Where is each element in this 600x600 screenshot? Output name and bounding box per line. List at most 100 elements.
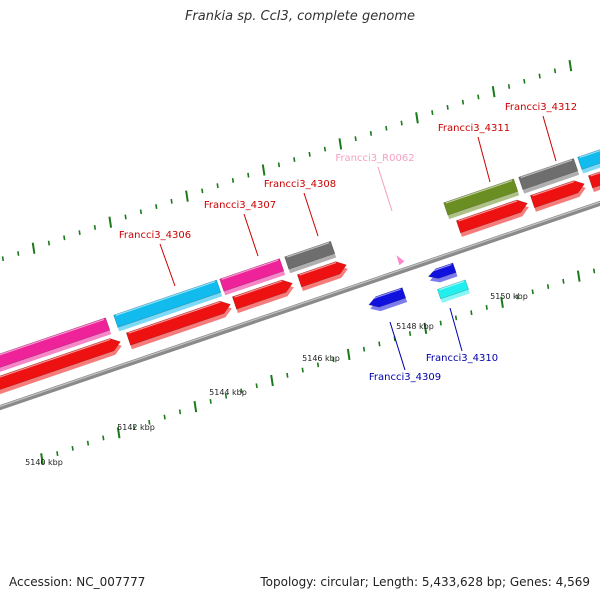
gene-band-4312-highlight (520, 159, 573, 179)
lower-tick (378, 341, 381, 347)
cds-arrow-4307-highlight (234, 280, 283, 298)
upper-tick (354, 136, 357, 142)
upper-tick (108, 216, 113, 228)
gene-label: Francci3_4310 (426, 353, 498, 364)
upper-tick (553, 68, 557, 74)
lower-tick (576, 270, 581, 282)
lower-tick (562, 278, 565, 284)
upper-tick (568, 59, 573, 72)
leader-line (449, 307, 463, 352)
lower-tick (193, 400, 198, 413)
kbp-label: 5142 kbp (117, 423, 155, 432)
upper-tick (155, 204, 158, 209)
gene-band-4306-cyan (113, 279, 222, 328)
lower-tick (408, 331, 412, 336)
tick-marks (1, 59, 596, 465)
kbp-label: 5148 kbp (396, 322, 434, 331)
kbp-labels: 5140 kbp 5142 kbp 5144 kbp 5146 kbp 5148 kbp… (25, 292, 528, 467)
lower-tick (485, 305, 488, 310)
upper-tick (323, 146, 327, 152)
lower-tick (56, 451, 59, 457)
cds-arrow-4310-blue (427, 262, 457, 279)
lower-tick (148, 419, 151, 425)
gene-band-4310-highlight (439, 280, 464, 291)
upper-tick (369, 131, 373, 136)
leader-line (377, 166, 393, 212)
lower-tick (178, 409, 182, 415)
upper-tick (17, 251, 20, 256)
kbp-label: 5140 kbp (25, 458, 63, 467)
lower-tick (286, 372, 289, 378)
lower-tick (209, 398, 212, 404)
cds-arrow-4307 (231, 279, 293, 310)
lower-tick (332, 357, 335, 363)
cds-arrow-4310-blue-highlight (428, 263, 452, 273)
axis-line (0, 200, 600, 411)
lower-tick (592, 268, 596, 274)
leader-line (477, 136, 491, 183)
cds-arrow-4309 (368, 287, 407, 308)
upper-tick (1, 256, 5, 262)
rna-marker-r0062 (396, 255, 405, 266)
leader-line (389, 321, 406, 371)
gene-label: Francci3_4306 (119, 230, 191, 241)
gene-label: Francci3_R0062 (335, 153, 414, 164)
upper-tick (261, 164, 266, 176)
gene-band-4310 (436, 279, 469, 300)
lower-tick (270, 374, 274, 387)
upper-tick (385, 125, 388, 131)
gene-band-4306-highlight (0, 318, 105, 356)
lower-tick (500, 296, 504, 308)
lower-tick (316, 362, 320, 368)
lower-tick (439, 320, 442, 326)
lower-tick (423, 322, 428, 334)
upper-tick (538, 73, 541, 79)
cds-arrow-4306 (0, 338, 121, 390)
cds-arrow-4311-highlight (458, 200, 518, 222)
cds-arrow-4308 (296, 261, 347, 288)
upper-tick (47, 240, 51, 246)
label-leaders (159, 115, 557, 371)
gene-band-4306-cyan-highlight (115, 281, 216, 316)
lower-tick (362, 346, 366, 352)
upper-tick (477, 94, 480, 100)
kbp-label: 5150 kbp (490, 292, 528, 301)
gene-label: Francci3_4309 (369, 372, 441, 383)
upper-tick (293, 157, 296, 162)
lower-tick (346, 348, 351, 361)
kbp-label: 5146 kbp (302, 354, 340, 363)
upper-tick (124, 214, 127, 220)
lower-tick (224, 393, 228, 399)
cds-arrow-4306b-highlight (128, 301, 221, 334)
lower-tick (86, 440, 90, 446)
gene-band-edge-highlight (579, 149, 600, 159)
upper-tick (507, 84, 511, 89)
accession-text: Accession: NC_007777 (9, 575, 146, 589)
lower-tick (470, 310, 473, 316)
upper-tick (247, 172, 250, 178)
upper-tick (431, 110, 434, 116)
kbp-label: 5144 kbp (209, 388, 247, 397)
gene-label: Francci3_4311 (438, 123, 510, 134)
upper-tick (139, 209, 143, 215)
gene-label: Francci3_4307 (204, 200, 276, 211)
lower-tick (116, 427, 121, 439)
leader-line (159, 243, 176, 287)
gene-band-4312 (518, 158, 579, 190)
lower-tick (71, 445, 74, 451)
cds-arrow-4312 (529, 180, 585, 209)
genome-axis (0, 200, 600, 411)
leader-line (542, 115, 557, 162)
upper-tick (93, 224, 97, 230)
upper-tick (231, 178, 235, 183)
gene-band-4307 (219, 258, 285, 292)
upper-tick (491, 86, 496, 98)
upper-tick (461, 99, 465, 105)
lower-tick (40, 453, 44, 465)
lower-tick (301, 367, 304, 373)
upper-tick (216, 183, 219, 189)
cds-arrow-4311 (455, 199, 528, 234)
gene-features (0, 149, 600, 395)
upper-tick (523, 78, 526, 84)
